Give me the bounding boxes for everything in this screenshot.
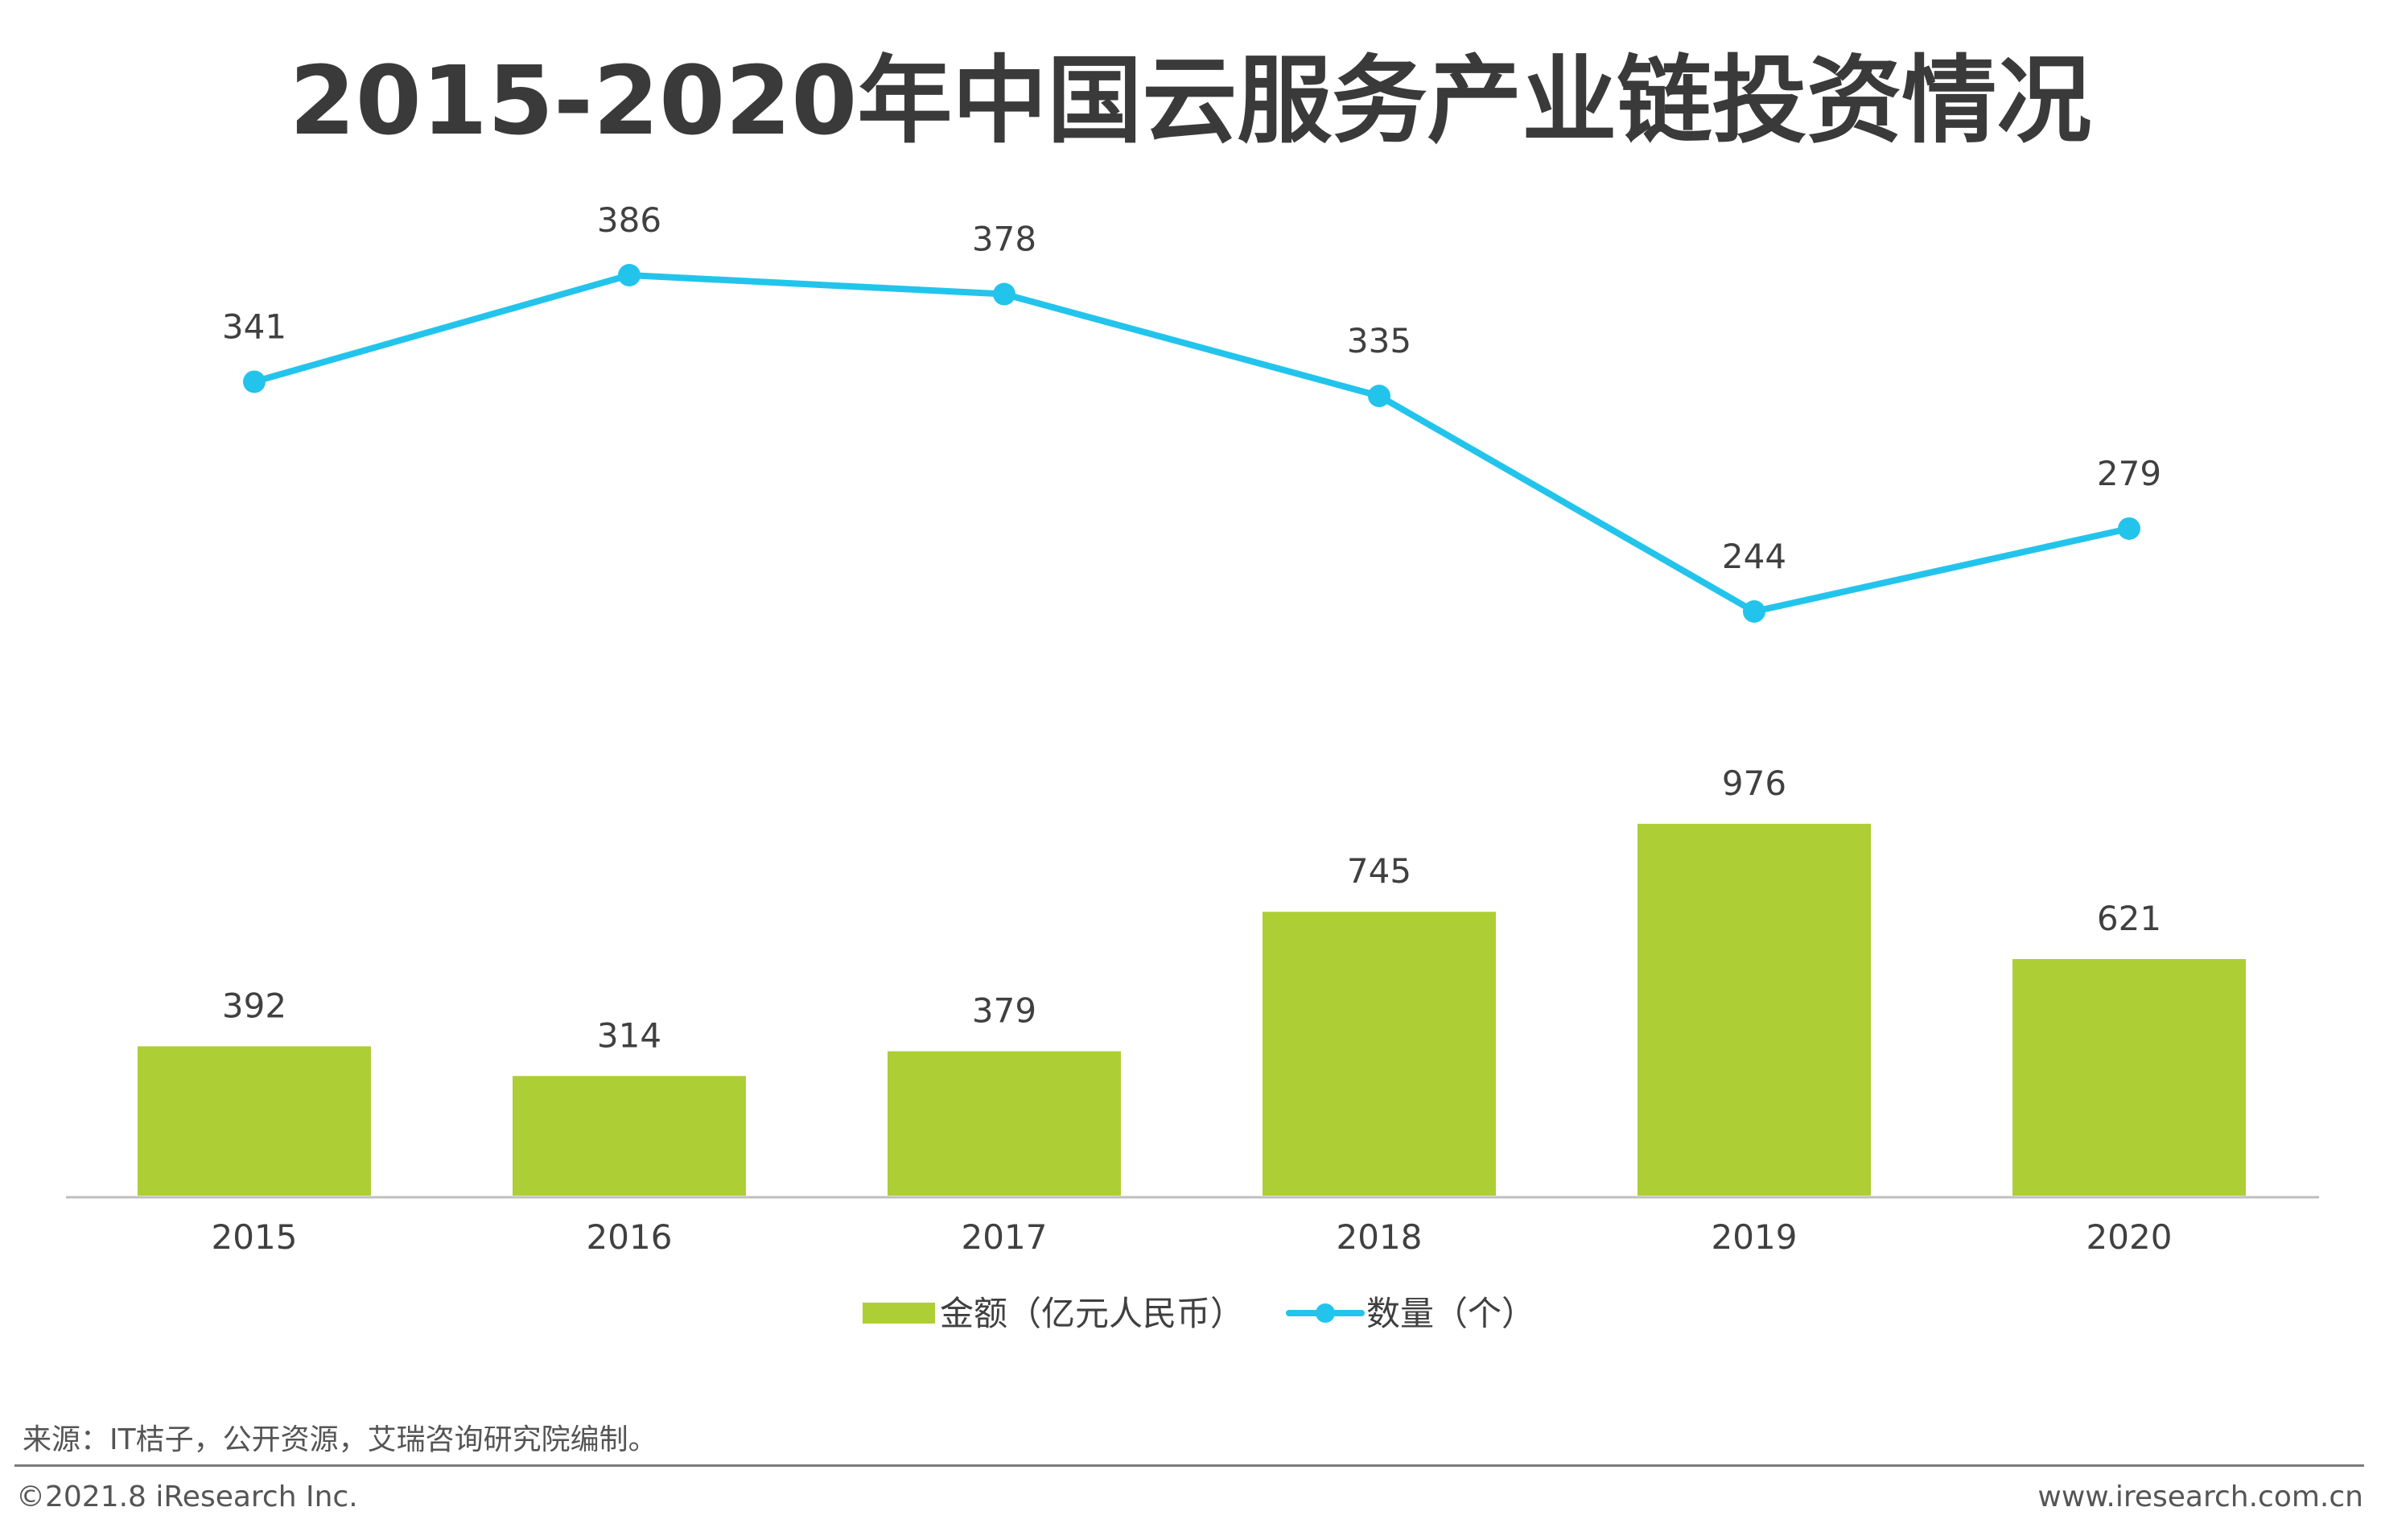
- line-value-label: 386: [597, 200, 661, 240]
- legend: 金额（亿元人民币） 数量（个）: [863, 1294, 1535, 1333]
- page-title: 2015-2020年中国云服务产业链投资情况: [289, 45, 2092, 156]
- line-series-count: 341 386 378 335 244 279: [222, 200, 2161, 623]
- line-value-label: 335: [1347, 321, 1411, 360]
- bar-series-amount: 392 314 379 745 976 621: [138, 764, 2246, 1196]
- bar-2015: [138, 1046, 371, 1196]
- line-point-2017: [993, 282, 1015, 306]
- bar-value-label: 379: [972, 991, 1036, 1031]
- x-axis-tick-labels: 2015 2016 2017 2018 2019 2020: [212, 1217, 2173, 1257]
- x-tick-label: 2017: [962, 1217, 1048, 1257]
- copyright-text: ©2021.8 iResearch Inc.: [16, 1480, 358, 1513]
- bar-2019: [1637, 823, 1871, 1196]
- line-point-2015: [243, 370, 266, 393]
- legend-swatch-count-marker: [1316, 1303, 1335, 1323]
- line-value-label: 378: [972, 220, 1036, 259]
- bar-value-label: 745: [1347, 851, 1411, 891]
- x-tick-label: 2015: [212, 1217, 298, 1257]
- x-tick-label: 2019: [1712, 1217, 1798, 1257]
- bar-value-label: 314: [597, 1015, 661, 1055]
- line-point-2019: [1743, 600, 1765, 623]
- line-path: [251, 272, 2132, 615]
- bar-2016: [513, 1076, 746, 1196]
- x-tick-label: 2020: [2086, 1217, 2173, 1257]
- source-note: 来源：IT桔子，公开资源，艾瑞咨询研究院编制。: [23, 1423, 657, 1456]
- x-tick-label: 2016: [587, 1217, 673, 1257]
- x-tick-label: 2018: [1337, 1217, 1423, 1257]
- bar-2020: [2012, 958, 2246, 1196]
- line-point-2020: [2118, 517, 2140, 540]
- bar-value-label: 976: [1722, 764, 1786, 803]
- line-point-2016: [618, 264, 641, 286]
- line-value-label: 341: [222, 307, 286, 346]
- bar-value-label: 621: [2097, 899, 2161, 938]
- line-value-label: 244: [1722, 537, 1786, 576]
- line-value-label: 279: [2097, 454, 2161, 493]
- footer-divider: [14, 1464, 2364, 1467]
- bar-2018: [1263, 912, 1496, 1196]
- bar-2017: [888, 1051, 1121, 1196]
- website-link[interactable]: www.iresearch.com.cn: [2037, 1480, 2363, 1513]
- legend-label-amount: 金额（亿元人民币）: [940, 1294, 1244, 1333]
- legend-label-count: 数量（个）: [1366, 1294, 1535, 1333]
- line-point-2018: [1368, 385, 1390, 408]
- bar-value-label: 392: [222, 986, 286, 1025]
- legend-swatch-amount: [863, 1303, 935, 1324]
